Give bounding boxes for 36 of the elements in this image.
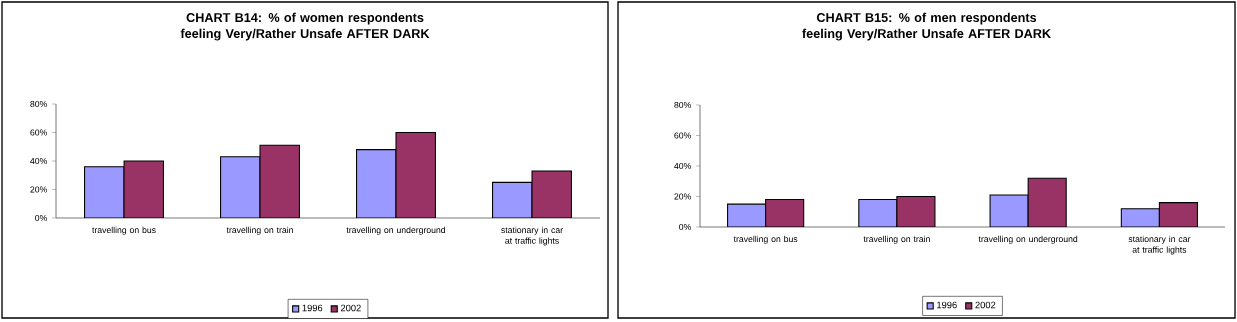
legend-label: 2002 — [340, 304, 361, 312]
bar — [356, 149, 397, 218]
x-tick-label: travelling on underground — [978, 235, 1078, 244]
y-tick-label: 40% — [30, 157, 47, 165]
chart-title: CHART B15: % of men respondents feeling Very/Rather Unsafe AFTER DARK — [802, 12, 1051, 41]
x-tick-label: travelling on train — [226, 226, 293, 235]
x-tick-label: stationary in car at traffic lights — [1128, 235, 1191, 255]
y-tick-label: 0% — [679, 223, 691, 231]
bar — [123, 160, 164, 218]
y-tick-label: 20% — [674, 193, 691, 200]
y-tick-label: 60% — [30, 129, 47, 136]
x-tick-label: stationary in car at traffic lights — [501, 226, 563, 246]
bar — [1027, 177, 1067, 227]
bar — [492, 181, 533, 218]
legend-label: 1996 — [937, 301, 957, 309]
bar — [1158, 202, 1198, 227]
legend-label: 1996 — [302, 304, 323, 312]
bar — [395, 131, 436, 218]
x-tick-label: travelling on bus — [733, 235, 798, 244]
y-tick-label: 0% — [35, 214, 47, 222]
bar — [259, 144, 300, 218]
bar — [531, 170, 572, 218]
legend-label: 2002 — [975, 301, 996, 309]
bar — [765, 199, 805, 227]
bar — [896, 195, 936, 227]
x-tick-label: travelling on bus — [92, 226, 156, 235]
bar — [84, 166, 125, 218]
chart-title: CHART B14: % of women respondents feeling Very/Rather Unsafe AFTER DARK — [180, 12, 430, 41]
y-tick-label: 60% — [674, 132, 691, 139]
bar — [220, 156, 261, 218]
x-tick-label: travelling on underground — [346, 226, 446, 235]
y-tick-label: 80% — [30, 100, 47, 108]
y-tick-label: 20% — [30, 186, 47, 193]
y-tick-label: 40% — [674, 162, 691, 170]
y-tick-label: 80% — [674, 101, 691, 109]
x-tick-label: travelling on train — [863, 235, 930, 244]
